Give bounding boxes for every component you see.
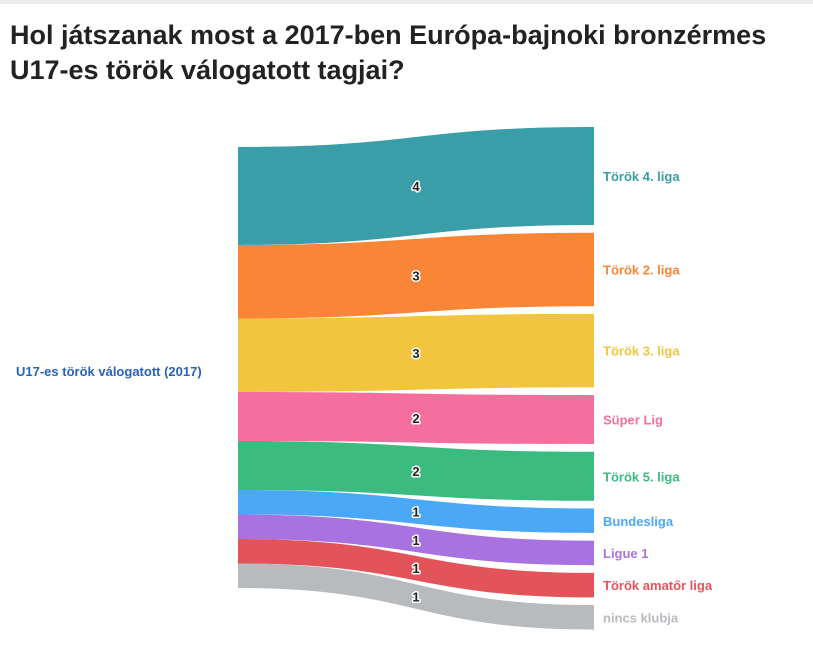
target-label: Török 2. liga xyxy=(603,262,680,277)
flow-value: 3 xyxy=(412,269,419,284)
flow-band xyxy=(238,514,594,566)
flow-value: 2 xyxy=(412,411,419,426)
flow-value: 2 xyxy=(412,464,419,479)
flow-value: 1 xyxy=(412,505,419,520)
target-label: Török 3. liga xyxy=(603,344,680,359)
flow-value: 1 xyxy=(412,590,419,605)
flow-value: 1 xyxy=(412,533,419,548)
flow-band xyxy=(238,441,594,501)
flow-band xyxy=(238,392,594,445)
source-label: U17-es török válogatott (2017) xyxy=(16,364,202,379)
flow-value: 1 xyxy=(412,561,419,576)
target-label: Török 4. liga xyxy=(603,169,680,184)
flow-band xyxy=(238,232,594,319)
target-label: nincs klubja xyxy=(603,610,679,625)
flow-band xyxy=(238,490,594,533)
flow-band xyxy=(238,313,594,392)
top-bar xyxy=(0,0,813,4)
flow-band xyxy=(238,539,594,598)
flow-value: 3 xyxy=(412,346,419,361)
flow-band xyxy=(238,127,594,245)
target-label: Ligue 1 xyxy=(603,546,649,561)
target-label: Süper Lig xyxy=(603,413,663,428)
target-label: Török amatőr liga xyxy=(603,578,713,593)
flow-band xyxy=(238,563,594,630)
flow-value: 4 xyxy=(412,179,420,194)
target-label: Bundesliga xyxy=(603,514,674,529)
chart-title: Hol játszanak most a 2017-ben Európa-baj… xyxy=(10,20,767,85)
target-label: Török 5. liga xyxy=(603,469,680,484)
